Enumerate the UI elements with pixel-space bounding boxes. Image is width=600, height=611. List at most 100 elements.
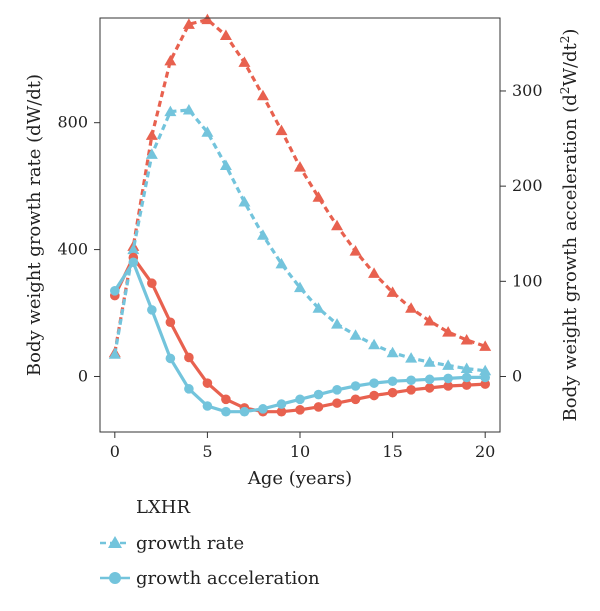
x-tick-label: 10 [290,442,310,461]
data-point [423,356,436,367]
data-point [387,376,398,387]
series-line [113,18,486,353]
data-point [276,399,287,409]
data-point [258,404,268,414]
data-point [219,29,232,40]
data-point [164,54,177,66]
data-point [295,394,305,405]
y-left-tick-label: 400 [57,240,88,259]
y-left-tick-label: 0 [78,366,88,385]
data-point [405,352,418,363]
data-point [147,278,157,289]
data-point [145,129,158,140]
legend-label-growth-acceleration: growth acceleration [136,567,320,589]
x-axis-title: Age (years) [247,468,352,489]
data-point [110,286,120,296]
data-point [165,353,176,364]
data-point [349,329,362,340]
data-point [423,314,436,326]
data-point [331,318,344,329]
data-point [128,257,139,268]
legend-item-growth-acceleration: growth acceleration [100,566,320,590]
data-point [165,317,176,328]
legend-title: LXHR [136,497,191,518]
series-2-growth-acceleration [110,252,490,417]
y-right-tick-label: 200 [512,176,543,195]
data-point [461,372,472,383]
data-point [313,402,324,412]
data-point [294,161,306,172]
data-point [424,383,435,393]
data-point [480,372,490,383]
data-point [332,385,342,395]
y-axis-right-title-sup2: 2 [558,36,572,44]
data-point [460,362,473,374]
series-layer [108,13,492,417]
series-0-growth-rate [108,13,492,358]
data-point [443,373,453,384]
data-point [368,338,381,350]
data-point [219,159,232,171]
y-axis-right-title-sup1: 2 [558,87,572,95]
data-point [295,404,305,415]
data-point [368,267,381,278]
data-point [443,381,453,391]
y-right-tick-label: 300 [512,81,543,100]
data-point [201,126,214,137]
data-point [312,302,325,313]
data-point [387,387,398,398]
data-point [239,406,250,417]
data-point [182,18,195,29]
data-point [405,302,418,313]
circle-marker-icon [100,572,130,584]
data-point [147,305,157,315]
data-point [331,219,344,231]
data-point [182,104,195,115]
data-point [256,229,269,240]
data-point [201,13,214,25]
y-axis-left-title: Body weight growth rate (dW/dt) [24,74,45,376]
data-point [294,281,306,293]
data-point [332,398,342,408]
data-point [202,401,213,411]
data-point [479,340,492,351]
data-point [406,385,416,395]
x-tick-label: 20 [475,442,495,461]
data-point [442,326,455,337]
data-point [221,406,231,417]
data-point [369,378,379,388]
data-point [238,196,251,207]
data-point [221,394,231,405]
data-point [406,375,416,386]
y-right-tick-label: 100 [512,271,543,290]
data-point [479,364,492,376]
data-point [386,346,399,358]
data-point [184,384,194,394]
data-point [238,56,251,67]
y-axis-right-title-mid: W/dt [560,42,581,86]
data-point [424,374,435,385]
data-point [350,381,361,391]
series-line [113,108,486,373]
data-point [275,257,288,269]
triangle-marker-icon [100,536,130,548]
data-point [202,378,213,388]
data-point [349,245,362,256]
data-point [275,124,288,136]
x-tick-label: 5 [202,442,212,461]
y-right-tick-label: 0 [512,366,522,385]
y-left-tick-label: 800 [57,113,88,132]
data-point [312,191,325,202]
data-point [369,390,379,401]
data-point [460,334,473,345]
plot-frame [99,17,501,433]
data-point [442,359,455,370]
y-axis-right-title-pre: Body weight growth acceleration (d [560,94,581,421]
data-point [276,406,287,417]
data-point [145,148,158,159]
data-point [480,379,490,389]
data-point [108,348,121,359]
series-3-growth-acceleration [110,257,490,417]
